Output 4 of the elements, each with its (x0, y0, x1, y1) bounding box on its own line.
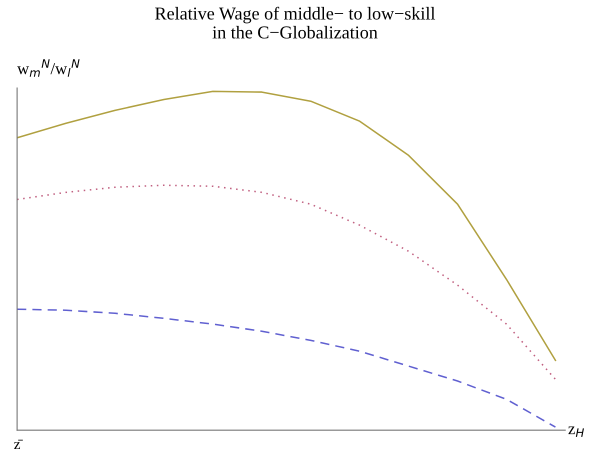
chart-title: Relative Wage of middle− to low−skill in the C−Globalization (155, 6, 436, 39)
y-axis-title: w$_{m}$$^{N}$/w$_{l}$$^{N}$ (17, 59, 80, 77)
text: z̄ (14, 440, 23, 449)
x-axis-title: z$_{H}$ (568, 426, 584, 437)
